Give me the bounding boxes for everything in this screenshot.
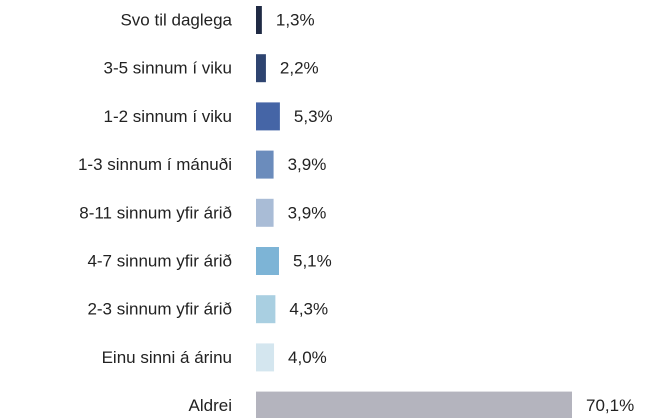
category-label: 3-5 sinnum í viku: [104, 59, 233, 78]
value-label: 3,9%: [288, 155, 327, 174]
value-label: 2,2%: [280, 59, 319, 78]
bar: [256, 54, 266, 83]
bar: [256, 198, 274, 227]
value-label: 4,3%: [289, 300, 328, 319]
value-label: 5,1%: [293, 251, 332, 270]
bar: [256, 102, 280, 131]
bar: [256, 6, 262, 34]
category-label: Svo til daglega: [120, 10, 232, 29]
value-label: 4,0%: [288, 348, 327, 367]
category-label: 1-3 sinnum í mánuði: [78, 155, 232, 174]
value-label: 70,1%: [586, 396, 634, 415]
category-label: Aldrei: [189, 396, 232, 415]
bar: [256, 391, 572, 418]
bar: [256, 247, 279, 275]
value-label: 1,3%: [276, 10, 315, 29]
category-label: 2-3 sinnum yfir árið: [87, 300, 232, 319]
category-label: 8-11 sinnum yfir árið: [79, 203, 232, 222]
bar: [256, 295, 276, 324]
category-label: 1-2 sinnum í viku: [104, 107, 233, 126]
value-label: 5,3%: [294, 107, 333, 126]
category-label: 4-7 sinnum yfir árið: [87, 251, 232, 270]
value-label: 3,9%: [288, 203, 327, 222]
bar: [256, 150, 274, 179]
bar: [256, 343, 275, 372]
category-label: Einu sinni á árinu: [102, 348, 232, 367]
